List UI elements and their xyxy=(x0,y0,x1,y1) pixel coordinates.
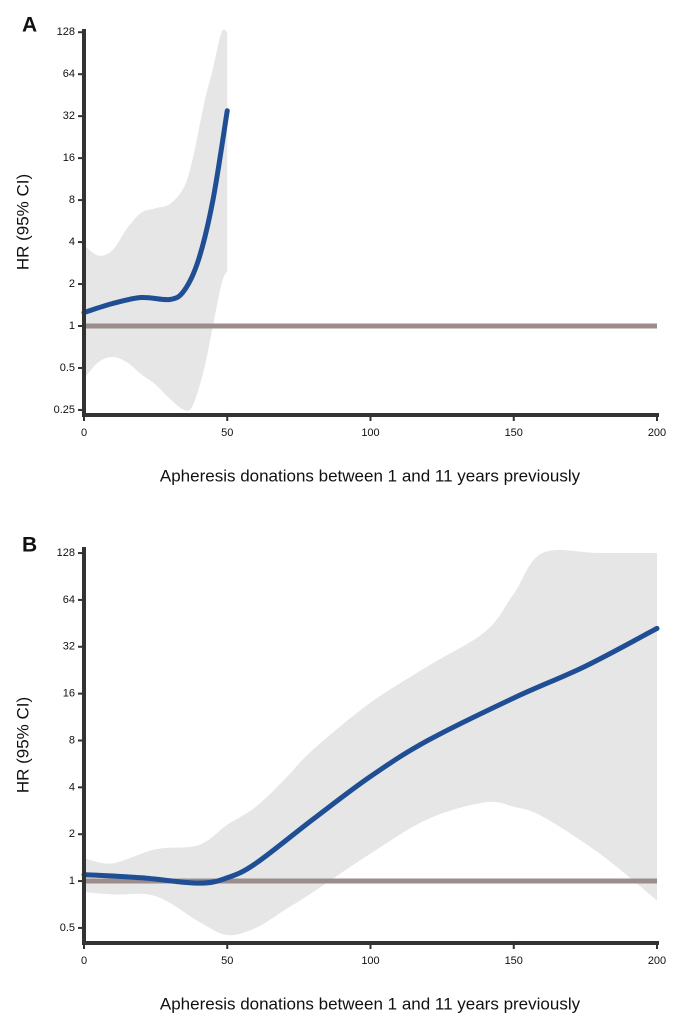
panel-label: A xyxy=(22,14,37,37)
y-tick-label: 4 xyxy=(69,236,75,248)
y-tick-label: 1 xyxy=(69,320,75,332)
y-tick-label: 4 xyxy=(69,781,75,793)
x-tick-label: 50 xyxy=(221,427,233,439)
y-tick-label: 64 xyxy=(63,68,75,80)
panel-label: B xyxy=(22,534,37,557)
ci-band xyxy=(84,550,657,936)
x-tick-label: 150 xyxy=(505,427,523,439)
y-tick-label: 32 xyxy=(63,110,75,122)
x-tick-label: 200 xyxy=(648,955,666,967)
x-axis-label: Apheresis donations between 1 and 11 yea… xyxy=(160,994,581,1013)
y-axis-label: HR (95% CI) xyxy=(13,697,32,793)
x-tick-label: 100 xyxy=(361,955,379,967)
y-tick-label: 2 xyxy=(69,828,75,840)
x-tick-label: 0 xyxy=(81,955,87,967)
hr-line xyxy=(81,625,660,886)
y-tick-label: 0.5 xyxy=(60,922,75,934)
y-tick-label: 1 xyxy=(69,875,75,887)
y-tick-label: 2 xyxy=(69,278,75,290)
y-tick-label: 16 xyxy=(63,152,75,164)
y-tick-label: 128 xyxy=(57,26,75,38)
y-tick-label: 0.5 xyxy=(60,362,75,374)
x-tick-label: 100 xyxy=(361,427,379,439)
x-tick-label: 200 xyxy=(648,427,666,439)
x-tick-label: 0 xyxy=(81,427,87,439)
x-axis-label: Apheresis donations between 1 and 11 yea… xyxy=(160,466,581,485)
y-tick-label: 64 xyxy=(63,594,75,606)
x-tick-label: 150 xyxy=(505,955,523,967)
y-tick-label: 128 xyxy=(57,547,75,559)
y-tick-label: 16 xyxy=(63,688,75,700)
y-tick-label: 8 xyxy=(69,734,75,746)
y-tick-label: 32 xyxy=(63,641,75,653)
x-tick-label: 50 xyxy=(221,955,233,967)
hr-line xyxy=(81,108,230,316)
y-tick-label: 0.25 xyxy=(54,404,75,416)
y-axis-label: HR (95% CI) xyxy=(13,174,32,270)
y-tick-label: 8 xyxy=(69,194,75,206)
ci-band xyxy=(84,29,228,411)
